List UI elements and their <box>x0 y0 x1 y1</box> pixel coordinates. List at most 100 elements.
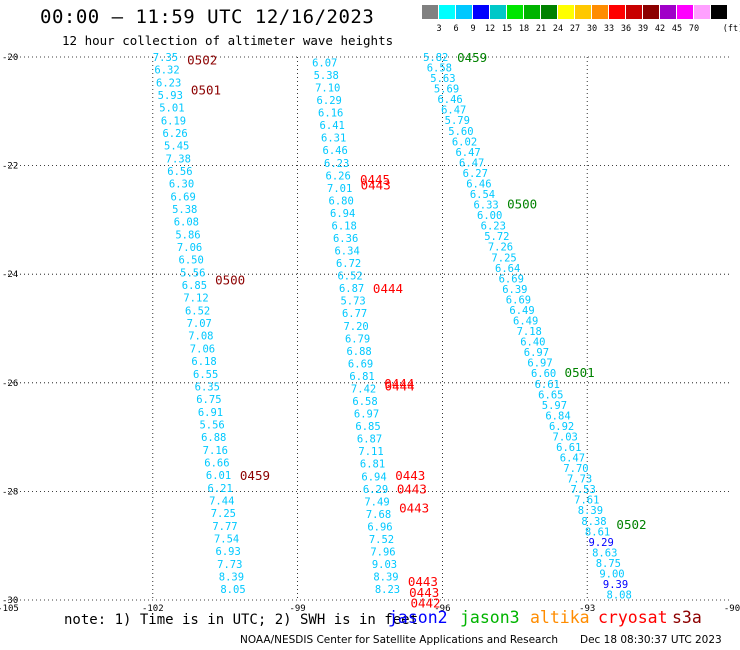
wave-height-value: 6.26 <box>326 170 351 182</box>
wave-height-value: 6.23 <box>481 221 506 233</box>
wave-height-value: 6.58 <box>352 396 377 408</box>
legend-label: 24 <box>552 24 564 34</box>
satellite-label-altika: altika <box>530 608 590 627</box>
wave-height-value: 6.47 <box>560 453 585 465</box>
legend-swatch <box>439 5 455 19</box>
wave-height-value: 6.30 <box>169 179 194 191</box>
wave-height-value: 5.56 <box>199 419 224 431</box>
wave-height-value: 7.53 <box>571 484 596 496</box>
legend-swatch <box>626 5 642 19</box>
legend-swatch <box>558 5 574 19</box>
wave-height-value: 6.02 <box>452 136 477 148</box>
pass-time-label: 0443 <box>361 178 391 193</box>
wave-height-value: 6.69 <box>499 273 524 285</box>
wave-height-value: 6.52 <box>185 305 210 317</box>
wave-height-value: 6.41 <box>320 120 345 132</box>
wave-height-value: 6.88 <box>201 432 226 444</box>
legend-swatch <box>609 5 625 19</box>
timestamp: Dec 18 08:30:37 UTC 2023 <box>580 634 722 646</box>
pass-time-label: 0442 <box>410 596 440 611</box>
pass-time-label: 0502 <box>616 517 646 532</box>
wave-height-value: 6.87 <box>357 434 382 446</box>
pass-time-label: 0502 <box>187 53 217 68</box>
wave-height-value: 6.31 <box>321 133 346 145</box>
pass-time-label: 0443 <box>409 585 439 600</box>
wave-height-value: 6.85 <box>355 421 380 433</box>
wave-height-value: 8.75 <box>596 558 621 570</box>
wave-height-value: 6.77 <box>342 308 367 320</box>
wave-height-value: 6.32 <box>154 65 179 77</box>
x-tick-label: -90 <box>724 604 740 614</box>
pass-time-label: 0443 <box>397 482 427 497</box>
wave-height-value: 7.11 <box>358 446 383 458</box>
wave-height-value: 8.63 <box>592 547 617 559</box>
wave-height-value: 7.26 <box>488 242 513 254</box>
wave-height-value: 8.39 <box>578 505 603 517</box>
wave-height-value: 6.80 <box>329 195 354 207</box>
wave-height-value: 6.34 <box>334 246 359 258</box>
wave-height-value: 5.38 <box>314 70 339 82</box>
wave-height-value: 6.36 <box>333 233 358 245</box>
wave-height-value: 6.69 <box>506 294 531 306</box>
satellite-label-s3a: s3a <box>672 608 702 627</box>
wave-height-value: 6.18 <box>191 356 216 368</box>
x-tick-label: -99 <box>289 604 305 614</box>
legend-swatch <box>422 5 438 19</box>
wave-height-value: 6.29 <box>317 95 342 107</box>
legend-swatch <box>643 5 659 19</box>
legend-label: 39 <box>637 24 649 34</box>
wave-height-value: 6.93 <box>216 546 241 558</box>
wave-height-value: 6.58 <box>427 63 452 75</box>
wave-height-value: 5.72 <box>484 231 509 243</box>
wave-height-value: 7.61 <box>574 495 599 507</box>
legend-swatch <box>575 5 591 19</box>
wave-height-value: 6.00 <box>477 210 502 222</box>
wave-height-value: 6.07 <box>312 57 337 69</box>
pass-time-label: 0500 <box>507 197 537 212</box>
wave-height-value: 5.82 <box>423 52 448 64</box>
wave-height-value: 6.35 <box>195 381 220 393</box>
legend-swatch <box>711 5 727 19</box>
wave-height-value: 7.54 <box>214 533 239 545</box>
wave-height-value: 7.08 <box>188 331 213 343</box>
wave-height-value: 7.96 <box>370 547 395 559</box>
wave-height-value: 7.73 <box>217 559 242 571</box>
wave-height-value: 5.73 <box>340 296 365 308</box>
pass-time-label: 0445 <box>360 172 390 187</box>
legend-label: 70 <box>688 24 700 34</box>
map-subtitle: 12 hour collection of altimeter wave hei… <box>62 33 394 48</box>
wave-height-value: 6.46 <box>323 145 348 157</box>
pass-time-label: 0443 <box>399 501 429 516</box>
pass-time-label: 0500 <box>215 273 245 288</box>
wave-height-value: 6.96 <box>367 521 392 533</box>
footer-note: note: 1) Time is in UTC; 2) SWH is in fe… <box>64 612 419 628</box>
legend-label: 30 <box>586 24 598 34</box>
wave-height-value: 6.23 <box>324 158 349 170</box>
wave-height-value: 7.49 <box>364 496 389 508</box>
wave-height-value: 6.79 <box>345 333 370 345</box>
credit-line: NOAA/NESDIS Center for Satellite Applica… <box>240 634 558 646</box>
y-tick-label: -24 <box>2 270 18 280</box>
wave-height-value: 9.39 <box>603 579 628 591</box>
legend-swatch <box>524 5 540 19</box>
y-tick-label: -26 <box>2 379 18 389</box>
pass-time-label: 0501 <box>191 83 221 98</box>
wave-height-value: 6.61 <box>556 442 581 454</box>
wave-height-value: 6.21 <box>208 483 233 495</box>
legend-swatch <box>660 5 676 19</box>
wave-height-value: 7.06 <box>190 343 215 355</box>
wave-height-value: 8.39 <box>373 572 398 584</box>
wave-height-value: 6.18 <box>332 220 357 232</box>
legend-label: 6 <box>453 24 459 34</box>
wave-height-value: 7.73 <box>567 474 592 486</box>
wave-height-value: 6.47 <box>455 147 480 159</box>
wave-height-value: 7.06 <box>177 242 202 254</box>
wave-height-value: 6.40 <box>520 337 545 349</box>
wave-height-value: 6.23 <box>156 77 181 89</box>
wave-height-value: 7.38 <box>166 153 191 165</box>
x-tick-label: -93 <box>579 604 595 614</box>
wave-height-value: 7.68 <box>366 509 391 521</box>
x-tick-label: -105 <box>0 604 19 614</box>
wave-height-value: 6.19 <box>161 115 186 127</box>
